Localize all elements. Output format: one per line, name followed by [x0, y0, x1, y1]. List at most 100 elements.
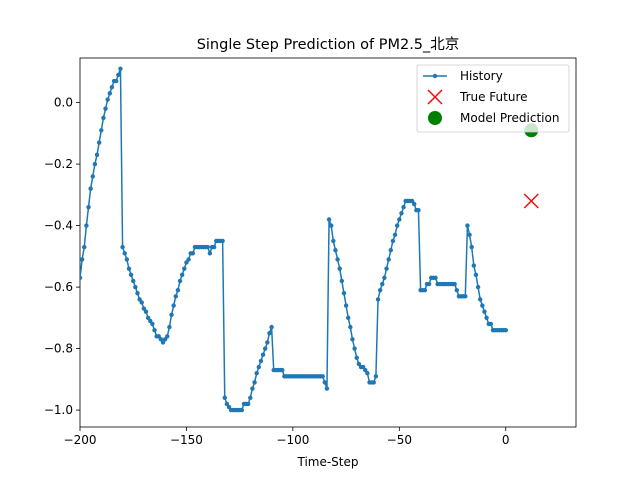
history-point: [322, 380, 328, 385]
history-point: [263, 346, 268, 351]
history-point: [469, 244, 474, 250]
history-point: [475, 284, 481, 290]
history-point: [184, 260, 189, 265]
history-point: [90, 174, 95, 179]
history-point: [354, 355, 359, 361]
history-point: [482, 309, 487, 314]
history-point: [350, 337, 355, 342]
history-point: [409, 198, 415, 204]
history-point: [152, 327, 157, 333]
history-point: [333, 247, 338, 253]
history-point: [175, 287, 181, 293]
history-point: [380, 281, 385, 287]
history-point: [397, 217, 402, 222]
history-point: [386, 257, 391, 262]
history-point: [118, 66, 123, 71]
y-tick-label: −1.0: [44, 403, 73, 417]
legend: History True Future Model Prediction: [416, 64, 570, 133]
history-point: [86, 204, 91, 210]
history-point: [254, 370, 259, 376]
history-point: [399, 211, 404, 216]
history-point: [133, 284, 138, 290]
history-point: [343, 303, 349, 308]
x-axis-label: Time-Step: [296, 455, 358, 469]
true-future-marker: [523, 193, 539, 209]
history-point: [126, 266, 132, 271]
axes-frame: [79, 57, 577, 428]
history-point: [239, 407, 244, 413]
history-point: [101, 115, 106, 121]
history-point: [105, 97, 110, 102]
history-point: [82, 244, 87, 250]
true-future-marker-stroke: [523, 193, 539, 209]
history-point: [348, 324, 353, 330]
history-point: [245, 401, 251, 407]
history-point: [250, 386, 255, 391]
history-point: [341, 291, 347, 296]
history-point: [377, 287, 383, 293]
history-point: [371, 380, 376, 385]
history-point: [433, 275, 438, 281]
history-point: [88, 186, 93, 191]
history-point: [141, 306, 147, 311]
history-point: [179, 272, 185, 277]
legend-label: Model Prediction: [460, 111, 559, 125]
y-tick-label: −0.8: [44, 342, 73, 356]
history-point: [143, 309, 149, 314]
history-point: [337, 266, 342, 271]
history-point: [158, 337, 164, 342]
history-point: [107, 91, 113, 96]
history-point: [480, 303, 485, 308]
legend-box: [416, 64, 570, 133]
history-point: [478, 297, 483, 302]
y-tick-label: −0.6: [44, 280, 73, 294]
x-tick-label: −50: [387, 433, 412, 447]
history-point: [401, 204, 406, 210]
history-point: [465, 223, 470, 228]
history-point: [248, 395, 253, 400]
legend-label: History: [460, 69, 503, 83]
history-point: [80, 275, 83, 281]
history-point: [135, 291, 140, 296]
history-point: [222, 395, 227, 400]
history-point: [186, 257, 191, 262]
x-tick-label: −150: [170, 433, 203, 447]
history-point: [165, 334, 170, 339]
history-point: [416, 208, 421, 213]
history-point: [412, 201, 417, 207]
history-point: [156, 334, 161, 339]
history-point: [426, 281, 432, 287]
history-point: [346, 315, 351, 321]
history-point: [139, 300, 144, 305]
history-point: [390, 238, 396, 244]
y-tick-label: 0.0: [54, 96, 73, 110]
history-point: [171, 303, 176, 308]
y-tick-label: −0.2: [44, 157, 73, 171]
history-point: [452, 281, 457, 287]
history-point: [503, 327, 508, 333]
history-point: [124, 257, 130, 262]
history-point: [331, 238, 336, 244]
history-point: [467, 232, 472, 238]
history-point: [328, 223, 334, 228]
history-point: [211, 244, 217, 250]
history-point: [190, 251, 196, 256]
chart-title: Single Step Prediction of PM2.5_北京: [197, 36, 460, 53]
history-point: [335, 257, 340, 262]
x-tick-label: −200: [64, 433, 97, 447]
history-point: [122, 251, 127, 256]
legend-label: True Future: [459, 90, 528, 104]
history-point: [488, 321, 494, 327]
history-point: [96, 140, 102, 145]
history-point: [205, 244, 210, 250]
history-point: [148, 318, 153, 324]
history-point: [267, 331, 272, 336]
plot-area: −200 −150 −100 −50 0 0.0 −0.2 −0.4 −0.6 −0.8 −1.0: [44, 57, 577, 447]
history-point: [375, 297, 381, 302]
history-point: [131, 278, 136, 284]
history-point: [137, 297, 142, 302]
legend-model-prediction-marker: [428, 111, 442, 125]
legend-true-future-marker: [427, 89, 443, 105]
history-point: [280, 367, 285, 373]
